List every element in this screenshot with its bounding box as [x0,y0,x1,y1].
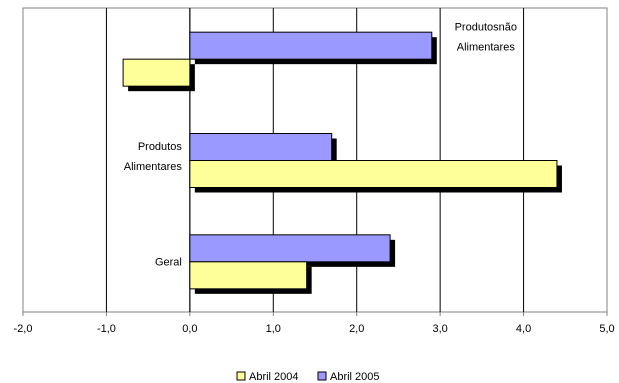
bar [189,234,391,263]
bar [189,160,558,188]
legend-swatch-abril-2004 [236,371,246,381]
x-tick-label: -2,0 [14,323,33,335]
bar [189,261,308,290]
x-tick-label: -1,0 [97,323,116,335]
category-labels: Produtosnão Alimentares Produtos Alimentare… [124,22,517,269]
category-label: Produtos [138,141,183,153]
legend: Abril 2004 Abril 2005 [236,371,380,383]
category-label: Produtosnão [455,22,517,34]
x-tick-label: 4,0 [516,323,531,335]
x-tick-label: 2,0 [349,323,364,335]
bar [189,133,333,161]
x-tick-label: 1,0 [266,323,281,335]
category-label: Alimentares [124,161,183,173]
x-tick-label: 0,0 [182,323,197,335]
legend-label-abril-2005: Abril 2005 [330,371,380,383]
x-tick-label: 5,0 [599,323,614,335]
x-axis-ticks: -2,0 -1,0 0,0 1,0 2,0 3,0 4,0 5,0 [14,312,615,335]
bar [122,58,191,87]
category-label: Alimentares [457,42,516,54]
legend-swatch-abril-2005 [317,371,327,381]
category-label: Geral [155,256,182,268]
bar [189,31,433,60]
legend-label-abril-2004: Abril 2004 [249,371,299,383]
x-tick-label: 3,0 [432,323,447,335]
bars [122,31,562,294]
